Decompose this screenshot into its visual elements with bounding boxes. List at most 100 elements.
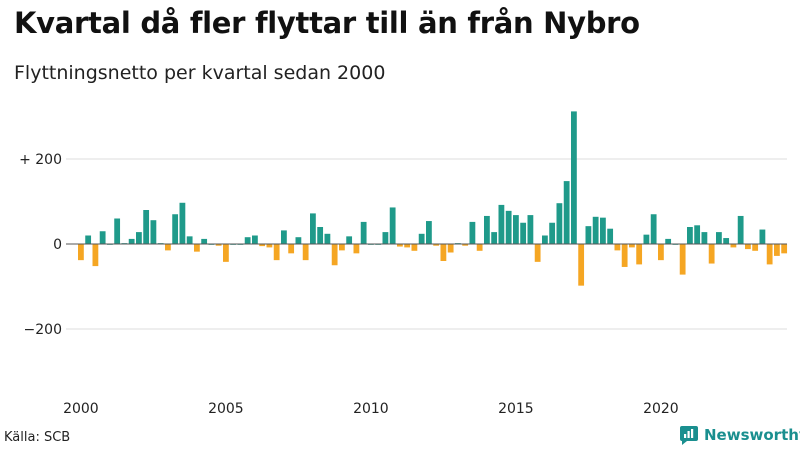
bar [520, 222, 527, 244]
x-tick-label: 2010 [353, 401, 389, 417]
bar [186, 236, 193, 244]
bar [484, 215, 490, 244]
x-tick-label: 2000 [63, 401, 99, 417]
bar [266, 244, 273, 248]
bar [92, 244, 99, 267]
bar [310, 213, 316, 244]
bar [462, 244, 469, 246]
x-tick-label: 2020 [643, 401, 679, 417]
bar [404, 244, 411, 248]
chart-subtitle: Flyttningsnetto per kvartal sedan 2000 [14, 62, 386, 84]
chart-title: Kvartal då fler flyttar till än från Nyb… [14, 6, 640, 40]
bar [143, 210, 150, 244]
bar [542, 235, 548, 244]
y-tick-label: + 200 [19, 152, 62, 168]
bar [150, 220, 157, 244]
bar [578, 244, 585, 286]
bar [273, 244, 280, 261]
bar [382, 232, 389, 244]
bar [469, 221, 476, 244]
bar [752, 244, 759, 251]
bar [600, 217, 606, 244]
bar [389, 207, 396, 244]
bar [549, 222, 556, 244]
bar [621, 244, 628, 267]
bar [85, 235, 92, 244]
bar [636, 244, 643, 265]
bar [629, 244, 635, 248]
bar [694, 225, 701, 244]
bar [701, 232, 708, 244]
bars [78, 111, 788, 286]
bar [759, 229, 766, 244]
bar [563, 181, 570, 244]
bar [766, 244, 773, 265]
bar [244, 237, 251, 244]
bar [360, 221, 367, 244]
bar [491, 232, 498, 244]
bar [708, 244, 715, 264]
bar [774, 244, 780, 256]
x-tick-label: 2015 [498, 401, 534, 417]
bar [527, 215, 534, 244]
source-note: Källa: SCB [4, 430, 71, 445]
bar [317, 227, 324, 244]
bar [128, 238, 135, 244]
bar [99, 231, 106, 244]
bar [679, 244, 686, 275]
bar [165, 244, 171, 251]
bar [665, 238, 672, 244]
bar [215, 244, 222, 246]
bar [745, 244, 751, 250]
bar [281, 230, 287, 244]
bar [723, 238, 730, 244]
bar [781, 244, 788, 254]
bar [426, 221, 432, 244]
bar [179, 202, 186, 245]
bar [607, 228, 614, 244]
bar [440, 244, 447, 261]
bar [223, 244, 229, 262]
y-axis-labels: + 200 0 −200 [19, 152, 62, 338]
bar [737, 215, 744, 244]
bar [353, 244, 360, 254]
bar [614, 244, 621, 251]
bar [295, 237, 302, 244]
bar [194, 244, 200, 252]
brand-name: Newsworthy [704, 426, 800, 444]
bar [114, 218, 121, 244]
bar [433, 244, 440, 246]
bar [324, 233, 331, 244]
bar [498, 204, 505, 244]
bar [346, 236, 353, 244]
y-tick-label: −200 [24, 322, 62, 338]
bar [201, 238, 208, 244]
bar [730, 244, 737, 248]
bar [411, 244, 418, 251]
bar [571, 111, 577, 245]
bar [556, 203, 563, 244]
gridlines [66, 158, 787, 330]
bar [331, 244, 338, 266]
bar [136, 232, 142, 244]
bar [288, 244, 295, 254]
bar [585, 226, 592, 244]
bar [658, 244, 664, 261]
bar [447, 244, 454, 253]
bar [513, 215, 519, 244]
bar [650, 214, 657, 244]
bar [252, 235, 258, 244]
bar [505, 210, 512, 244]
bar [716, 232, 722, 244]
bar [687, 227, 693, 244]
bar [418, 233, 425, 244]
bar [172, 214, 179, 244]
bar [592, 216, 599, 244]
bar [643, 234, 650, 244]
brand-logo[interactable]: Newsworthy [679, 425, 800, 445]
x-axis-labels: 2000 2005 2010 2015 2020 [63, 401, 679, 417]
x-tick-label: 2005 [208, 401, 244, 417]
newsworthy-logo-icon [680, 426, 698, 445]
bar [476, 244, 483, 251]
